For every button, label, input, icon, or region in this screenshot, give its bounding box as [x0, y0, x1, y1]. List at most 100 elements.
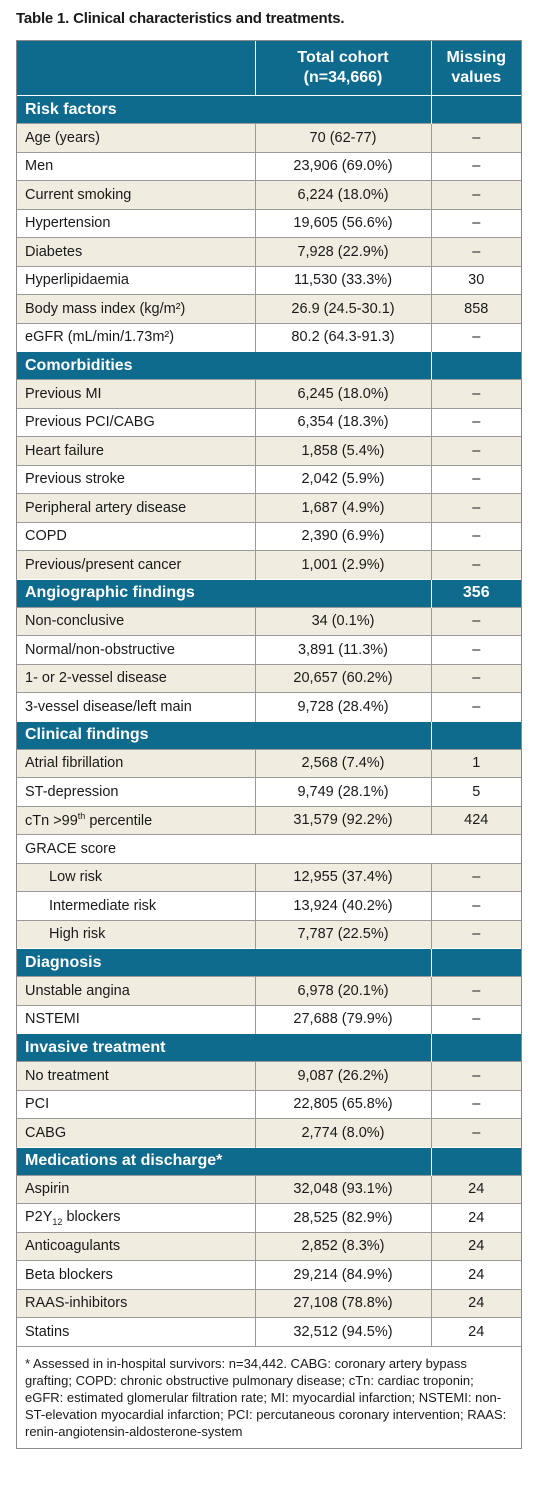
row-missing-values: –: [430, 976, 521, 1005]
subscript: 12: [52, 1216, 63, 1227]
row-label: Aspirin: [17, 1174, 255, 1204]
section-missing-value: 356: [430, 578, 521, 607]
table-row: eGFR (mL/min/1.73m²) 80.2 (64.3-91.3) –: [17, 322, 521, 352]
row-total-cohort: 9,087 (26.2%): [254, 1061, 431, 1090]
row-missing-values: –: [430, 692, 521, 721]
row-label: Atrial fibrillation: [17, 748, 255, 778]
section-missing-value: [430, 720, 521, 749]
row-total-cohort: 19,605 (56.6%): [254, 208, 431, 238]
section-title: Angiographic findings: [17, 578, 431, 607]
table-row: High risk 7,787 (22.5%) –: [17, 919, 521, 949]
superscript: th: [77, 811, 86, 822]
row-total-cohort: 11,530 (33.3%): [254, 265, 431, 295]
row-missing-values: –: [430, 919, 521, 949]
row-label: P2Y12 blockers: [17, 1203, 255, 1232]
row-missing-values: –: [430, 1061, 521, 1090]
row-label: RAAS-inhibitors: [17, 1288, 255, 1318]
row-label: Non-conclusive: [17, 606, 255, 636]
table-row: Hyperlipidaemia 11,530 (33.3%) 30: [17, 265, 521, 295]
row-total-cohort: 12,955 (37.4%): [254, 862, 431, 892]
table-row: Previous/present cancer 1,001 (2.9%) –: [17, 550, 521, 579]
table-row: Previous MI 6,245 (18.0%) –: [17, 379, 521, 408]
row-missing-values: –: [430, 1004, 521, 1034]
row-total-cohort: 6,245 (18.0%): [254, 379, 431, 408]
row-missing-values: –: [430, 322, 521, 352]
row-total-cohort: 2,774 (8.0%): [254, 1118, 431, 1147]
row-total-cohort: 7,787 (22.5%): [254, 919, 431, 949]
row-total-cohort: 2,390 (6.9%): [254, 521, 431, 551]
header-label-column: [17, 41, 255, 96]
row-missing-values: –: [430, 436, 521, 465]
row-label: 1- or 2-vessel disease: [17, 663, 255, 693]
section-title: Clinical findings: [17, 720, 431, 749]
table-row: CABG 2,774 (8.0%) –: [17, 1118, 521, 1147]
row-total-cohort: 32,048 (93.1%): [254, 1174, 431, 1204]
row-total-cohort: 3,891 (11.3%): [254, 635, 431, 664]
row-missing-values: 24: [430, 1231, 521, 1261]
row-label: COPD: [17, 521, 255, 551]
table-row: Low risk 12,955 (37.4%) –: [17, 862, 521, 892]
row-label: PCI: [17, 1089, 255, 1119]
row-label: 3-vessel disease/left main: [17, 692, 255, 721]
table-row: Peripheral artery disease 1,687 (4.9%) –: [17, 493, 521, 522]
row-missing-values: –: [430, 550, 521, 579]
row-label: Diabetes: [17, 237, 255, 266]
row-missing-values: –: [430, 1118, 521, 1147]
row-total-cohort: 31,579 (92.2%): [254, 805, 431, 835]
section-title: Medications at discharge*: [17, 1146, 431, 1175]
row-missing-values: –: [430, 521, 521, 551]
row-label: Hyperlipidaemia: [17, 265, 255, 295]
row-label: GRACE score: [17, 834, 521, 863]
table-row: Men 23,906 (69.0%) –: [17, 151, 521, 181]
row-missing-values: –: [430, 635, 521, 664]
table-row: Intermediate risk 13,924 (40.2%) –: [17, 891, 521, 920]
row-total-cohort: 2,852 (8.3%): [254, 1231, 431, 1261]
row-label: Previous/present cancer: [17, 550, 255, 579]
row-missing-values: –: [430, 1089, 521, 1119]
table-row: ST-depression 9,749 (28.1%) 5: [17, 777, 521, 806]
table-row: P2Y12 blockers 28,525 (82.9%) 24: [17, 1203, 521, 1232]
row-total-cohort: 9,728 (28.4%): [254, 692, 431, 721]
clinical-characteristics-table: Total cohort (n=34,666) Missing values R…: [17, 41, 521, 1346]
section-missing-value: [430, 1033, 521, 1062]
row-missing-values: –: [430, 407, 521, 437]
section-header-row: Angiographic findings 356: [17, 578, 521, 607]
row-label: Hypertension: [17, 208, 255, 238]
section-header-row: Medications at discharge*: [17, 1146, 521, 1175]
row-missing-values: 858: [430, 294, 521, 323]
table-row: Previous stroke 2,042 (5.9%) –: [17, 464, 521, 494]
table-row: Body mass index (kg/m²) 26.9 (24.5-30.1) 8…: [17, 294, 521, 323]
row-label: Body mass index (kg/m²): [17, 294, 255, 323]
row-label: Peripheral artery disease: [17, 493, 255, 522]
row-missing-values: –: [430, 862, 521, 892]
row-label: Previous stroke: [17, 464, 255, 494]
table-row: Current smoking 6,224 (18.0%) –: [17, 180, 521, 209]
row-label: Heart failure: [17, 436, 255, 465]
row-label: Low risk: [17, 862, 255, 892]
row-total-cohort: 2,042 (5.9%): [254, 464, 431, 494]
row-total-cohort: 28,525 (82.9%): [254, 1203, 431, 1232]
row-missing-values: –: [430, 464, 521, 494]
table-row: 3-vessel disease/left main 9,728 (28.4%) –: [17, 692, 521, 721]
row-total-cohort: 27,688 (79.9%): [254, 1004, 431, 1034]
row-missing-values: –: [430, 606, 521, 636]
row-label: Statins: [17, 1317, 255, 1346]
row-total-cohort: 1,001 (2.9%): [254, 550, 431, 579]
table-row: NSTEMI 27,688 (79.9%) –: [17, 1004, 521, 1034]
section-title: Comorbidities: [17, 351, 431, 380]
table-row: Normal/non-obstructive 3,891 (11.3%) –: [17, 635, 521, 664]
row-total-cohort: 9,749 (28.1%): [254, 777, 431, 806]
row-label: Unstable angina: [17, 976, 255, 1005]
row-total-cohort: 1,858 (5.4%): [254, 436, 431, 465]
row-total-cohort: 29,214 (84.9%): [254, 1260, 431, 1289]
table-row: COPD 2,390 (6.9%) –: [17, 521, 521, 551]
table-row: Non-conclusive 34 (0.1%) –: [17, 606, 521, 636]
row-missing-values: –: [430, 379, 521, 408]
table-row: Statins 32,512 (94.5%) 24: [17, 1317, 521, 1346]
row-total-cohort: 26.9 (24.5-30.1): [254, 294, 431, 323]
table-row: cTn >99th percentile 31,579 (92.2%) 424: [17, 805, 521, 835]
row-label: cTn >99th percentile: [17, 805, 255, 835]
row-label: Men: [17, 151, 255, 181]
row-total-cohort: 70 (62-77): [254, 123, 431, 152]
row-label: eGFR (mL/min/1.73m²): [17, 322, 255, 352]
